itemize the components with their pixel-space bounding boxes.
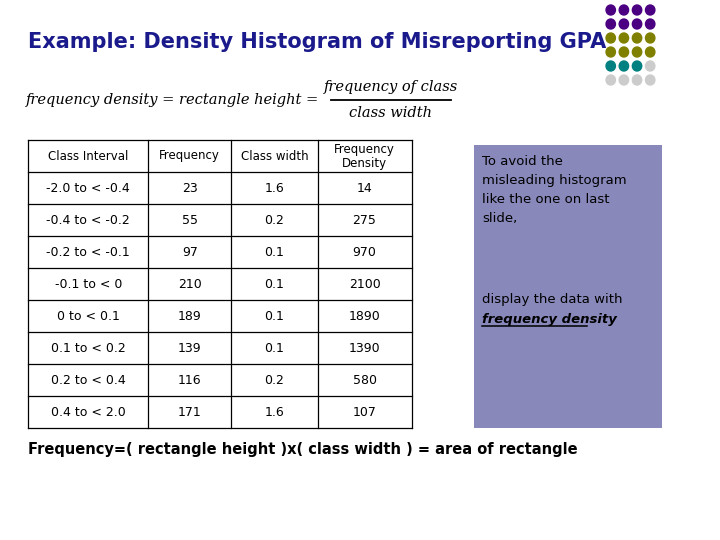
Text: 171: 171 [178,406,202,419]
Circle shape [606,47,616,57]
Circle shape [606,19,616,29]
Text: 1890: 1890 [348,309,380,322]
Circle shape [619,47,629,57]
Text: Frequency=( rectangle height )x( class width ) = area of rectangle: Frequency=( rectangle height )x( class w… [28,442,578,457]
Circle shape [632,47,642,57]
Circle shape [632,19,642,29]
Text: 116: 116 [178,374,202,387]
Text: Frequency: Frequency [334,143,395,156]
FancyBboxPatch shape [474,145,662,428]
Text: Frequency: Frequency [159,150,220,163]
Text: 55: 55 [181,213,198,226]
Circle shape [646,75,655,85]
Text: frequency density: frequency density [482,313,617,326]
Text: Class Interval: Class Interval [48,150,128,163]
Text: -0.1 to < 0: -0.1 to < 0 [55,278,122,291]
Text: frequency density = rectangle height =: frequency density = rectangle height = [27,93,324,107]
Circle shape [646,33,655,43]
Text: 1.6: 1.6 [264,181,284,194]
Circle shape [646,5,655,15]
Text: 0.1: 0.1 [264,309,284,322]
Circle shape [619,5,629,15]
Text: 23: 23 [182,181,198,194]
Circle shape [619,33,629,43]
Text: -2.0 to < -0.4: -2.0 to < -0.4 [47,181,130,194]
Text: 1.6: 1.6 [264,406,284,419]
Text: 189: 189 [178,309,202,322]
Text: display the data with: display the data with [482,293,623,306]
Text: 0.1 to < 0.2: 0.1 to < 0.2 [51,341,126,354]
Text: 0.2 to < 0.4: 0.2 to < 0.4 [51,374,126,387]
Text: 0.1: 0.1 [264,278,284,291]
Text: 1390: 1390 [348,341,380,354]
Circle shape [619,19,629,29]
Circle shape [606,75,616,85]
Text: Example: Density Histogram of Misreporting GPA: Example: Density Histogram of Misreporti… [28,32,606,52]
Text: 0 to < 0.1: 0 to < 0.1 [57,309,120,322]
Text: frequency of class: frequency of class [324,80,458,94]
Text: 0.2: 0.2 [264,213,284,226]
Circle shape [632,75,642,85]
Circle shape [632,33,642,43]
Circle shape [619,75,629,85]
Circle shape [606,33,616,43]
Circle shape [646,61,655,71]
Circle shape [632,5,642,15]
Text: 275: 275 [353,213,377,226]
Text: 14: 14 [356,181,372,194]
Text: -0.4 to < -0.2: -0.4 to < -0.2 [47,213,130,226]
Circle shape [632,61,642,71]
Circle shape [606,61,616,71]
Text: 580: 580 [353,374,377,387]
Text: 139: 139 [178,341,202,354]
Text: 0.2: 0.2 [264,374,284,387]
Text: 97: 97 [182,246,198,259]
Text: 0.1: 0.1 [264,341,284,354]
Text: 0.1: 0.1 [264,246,284,259]
Circle shape [606,5,616,15]
Text: 0.4 to < 2.0: 0.4 to < 2.0 [51,406,126,419]
Text: 2100: 2100 [348,278,380,291]
Text: 107: 107 [353,406,377,419]
Circle shape [619,61,629,71]
Circle shape [646,47,655,57]
Text: Density: Density [342,157,387,170]
Text: 210: 210 [178,278,202,291]
Text: -0.2 to < -0.1: -0.2 to < -0.1 [47,246,130,259]
Text: class width: class width [349,106,433,120]
Text: To avoid the
misleading histogram
like the one on last
slide,: To avoid the misleading histogram like t… [482,155,626,225]
Text: Class width: Class width [240,150,308,163]
Circle shape [646,19,655,29]
Text: 970: 970 [353,246,377,259]
